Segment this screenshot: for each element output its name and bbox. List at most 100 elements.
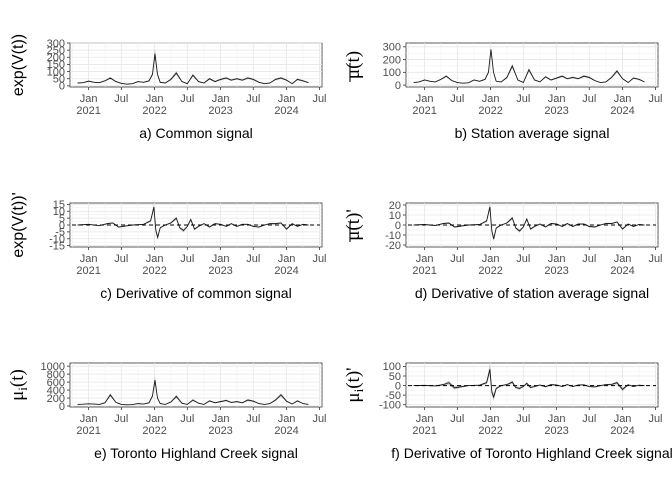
y-tick-label: 0 (59, 81, 65, 93)
x-tick-label: Jul (450, 93, 464, 105)
y-tick-label: 0 (59, 401, 65, 413)
y-tick-label: -10 (49, 234, 65, 246)
x-tick-label-line: Jul (246, 413, 260, 425)
y-axis-label: exp(V(t))' (10, 192, 27, 257)
x-tick-label: Jan 2022 (478, 413, 502, 437)
y-tick-label: 50 (53, 74, 65, 86)
x-tick-label-line: Jul (180, 93, 194, 105)
panel-caption: a) Common signal (139, 125, 253, 141)
x-tick-label-line: Jan (146, 93, 164, 105)
x-tick-label: Jul (648, 413, 662, 425)
x-tick-label-line: Jul (180, 413, 194, 425)
x-tick-label-line: Jul (648, 253, 662, 265)
y-tick-label: 100 (383, 67, 401, 79)
x-tick-label: Jan 2024 (610, 253, 634, 277)
x-tick-label-line: Jan (80, 253, 98, 265)
x-tick-label-line: Jan (482, 413, 500, 425)
plot-area (69, 362, 323, 408)
x-tick-label-line: Jan (614, 253, 632, 265)
x-tick-label-line: 2023 (208, 105, 232, 117)
x-tick-label: Jan 2022 (478, 93, 502, 117)
x-tick-label-line: 2021 (76, 105, 100, 117)
y-axis-label-sub: i (351, 388, 366, 392)
y-tick-label: 200 (47, 393, 65, 405)
x-tick-label-line: Jul (312, 253, 326, 265)
x-tick-label-line: 2022 (142, 265, 166, 277)
y-tick-label: -100 (379, 400, 401, 412)
x-tick-label-line: Jul (450, 93, 464, 105)
x-tick-label-line: Jan (278, 93, 296, 105)
x-tick-label-line: Jan (212, 413, 230, 425)
y-tick-label: 200 (383, 54, 401, 66)
series-line (413, 49, 645, 84)
x-tick-label: Jul (582, 253, 596, 265)
y-tick-label: 5 (59, 213, 65, 225)
x-tick-label-line: Jul (180, 253, 194, 265)
y-tick-label: 100 (47, 66, 65, 78)
x-tick-label: Jan 2023 (544, 413, 568, 437)
x-tick-label-line: 2024 (274, 425, 298, 437)
x-tick-label-line: 2023 (544, 265, 568, 277)
y-tick-label: 200 (47, 52, 65, 64)
x-tick-label: Jul (450, 413, 464, 425)
x-tick-label-line: Jul (516, 413, 530, 425)
x-tick-label-line: Jul (114, 253, 128, 265)
y-tick-label: 0 (395, 80, 401, 92)
x-tick-label-line: Jul (582, 93, 596, 105)
panel-caption: c) Derivative of common signal (100, 285, 291, 301)
y-tick-label: 400 (47, 385, 65, 397)
y-tick-label: -10 (385, 230, 401, 242)
x-tick-label: Jan 2021 (76, 413, 100, 437)
x-tick-label-line: 2021 (76, 425, 100, 437)
x-tick-label: Jan 2022 (142, 93, 166, 117)
x-tick-label-line: Jul (516, 93, 530, 105)
y-tick-label: 300 (383, 42, 401, 54)
x-tick-label: Jul (648, 253, 662, 265)
y-axis-label: μ(t) (343, 51, 364, 79)
x-tick-label-line: Jul (246, 253, 260, 265)
x-tick-label-line: Jan (80, 93, 98, 105)
x-tick-label: Jul (312, 93, 326, 105)
x-tick-label: Jul (516, 253, 530, 265)
x-tick-label-line: Jul (246, 93, 260, 105)
x-tick-label-line: 2021 (412, 265, 436, 277)
x-tick-label: Jul (582, 413, 596, 425)
x-tick-label: Jan 2021 (412, 413, 436, 437)
panel-caption: e) Toronto Highland Creek signal (94, 445, 298, 461)
series-line (413, 206, 645, 240)
y-axis-label-main: μ (7, 391, 28, 401)
x-tick-label-line: 2024 (610, 105, 634, 117)
x-tick-label-line: Jan (416, 93, 434, 105)
x-tick-label-line: Jul (450, 253, 464, 265)
x-tick-label-line: Jan (548, 253, 566, 265)
y-tick-label: 100 (383, 361, 401, 373)
y-tick-label: 300 (47, 38, 65, 50)
x-tick-label-line: Jan (80, 413, 98, 425)
x-tick-label-line: Jan (614, 93, 632, 105)
y-axis-label: μ(t)' (343, 209, 364, 241)
x-tick-label: Jul (450, 253, 464, 265)
y-tick-label: 10 (389, 210, 401, 222)
x-tick-label-line: Jul (114, 413, 128, 425)
plot-area (405, 362, 659, 408)
x-tick-label-line: Jan (146, 413, 164, 425)
x-tick-label-line: Jan (278, 413, 296, 425)
x-tick-label: Jul (582, 93, 596, 105)
x-tick-label: Jan 2023 (208, 93, 232, 117)
x-tick-label: Jul (246, 413, 260, 425)
x-tick-label-line: Jan (416, 253, 434, 265)
x-tick-label: Jul (180, 413, 194, 425)
y-tick-label: 0 (395, 220, 401, 232)
plot-area (69, 42, 323, 88)
x-tick-label: Jul (114, 413, 128, 425)
x-tick-label-line: Jul (450, 413, 464, 425)
y-tick-label: -20 (385, 240, 401, 252)
x-tick-label-line: Jan (212, 253, 230, 265)
x-tick-label: Jul (312, 253, 326, 265)
x-tick-label-line: Jul (312, 93, 326, 105)
x-tick-label-line: 2024 (610, 425, 634, 437)
x-tick-label-line: Jul (516, 253, 530, 265)
